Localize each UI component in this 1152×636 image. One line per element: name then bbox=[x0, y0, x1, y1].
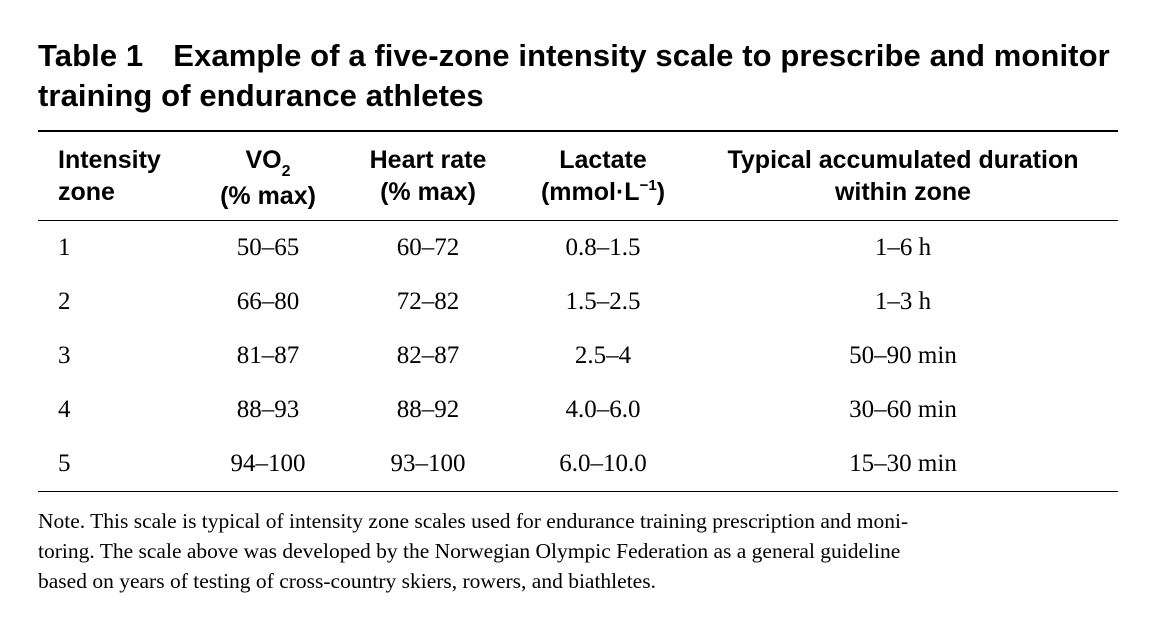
cell-zone: 1 bbox=[58, 234, 71, 261]
cell-lactate: 4.0–6.0 bbox=[565, 396, 641, 423]
header-row: Intensity zone VO2 (% max) Heart rate (%… bbox=[38, 132, 1118, 221]
top-rule bbox=[38, 130, 1118, 132]
note-line-1: Note. This scale is typical of intensity… bbox=[38, 509, 909, 533]
cell-vo2: 81–87 bbox=[236, 342, 300, 369]
table-row: 2 66–80 72–82 1.5–2.5 1–3 h bbox=[38, 275, 1118, 329]
cell-lactate: 6.0–10.0 bbox=[518, 437, 688, 492]
table-header: Intensity zone VO2 (% max) Heart rate (%… bbox=[38, 132, 1118, 221]
header-zone-line1: Intensity bbox=[58, 146, 161, 174]
cell-heart-rate: 72–82 bbox=[396, 288, 460, 315]
cell-heart-rate: 88–92 bbox=[396, 396, 460, 423]
header-duration-line2: within zone bbox=[834, 178, 972, 206]
header-vo2-main: VO bbox=[245, 146, 282, 174]
cell-duration: 50–90 min bbox=[849, 342, 957, 369]
table-label: Table 1 bbox=[38, 38, 144, 73]
header-lactate: Lactate (mmol·L−1) bbox=[518, 132, 688, 221]
header-lactate-unit-main: (mmol·L bbox=[540, 178, 640, 206]
cell-duration: 15–30 min bbox=[688, 437, 1118, 492]
cell-vo2: 94–100 bbox=[198, 437, 338, 492]
cell-duration: 30–60 min bbox=[849, 396, 957, 423]
table-title: Table 1 Example of a five-zone intensity … bbox=[38, 36, 1118, 116]
cell-zone: 5 bbox=[38, 437, 198, 492]
table-row: 3 81–87 82–87 2.5–4 50–90 min bbox=[38, 329, 1118, 383]
header-vo2: VO2 (% max) bbox=[198, 132, 338, 221]
header-duration-line1: Typical accumulated duration bbox=[727, 146, 1079, 174]
header-heart-rate: Heart rate (% max) bbox=[338, 132, 518, 221]
cell-lactate: 1.5–2.5 bbox=[565, 288, 641, 315]
header-vo2-subscript: 2 bbox=[281, 163, 291, 180]
cell-lactate: 0.8–1.5 bbox=[565, 234, 641, 261]
note-line-2: toring. The scale above was developed by… bbox=[38, 539, 901, 563]
cell-vo2: 66–80 bbox=[236, 288, 300, 315]
cell-zone: 2 bbox=[58, 288, 71, 315]
header-lactate-superscript: −1 bbox=[639, 177, 657, 194]
table-body: 1 50–65 60–72 0.8–1.5 1–6 h 2 66–80 72–8… bbox=[38, 221, 1118, 492]
note-line-3: based on years of testing of cross-count… bbox=[38, 569, 656, 593]
cell-vo2: 50–65 bbox=[236, 234, 300, 261]
cell-heart-rate: 93–100 bbox=[338, 437, 518, 492]
table-figure: Table 1 Example of a five-zone intensity … bbox=[38, 36, 1118, 596]
header-hr-unit: (% max) bbox=[380, 178, 476, 206]
cell-lactate: 2.5–4 bbox=[574, 342, 632, 369]
cell-duration: 1–6 h bbox=[874, 234, 932, 261]
table-caption: Example of a five-zone intensity scale t… bbox=[38, 38, 1110, 113]
cell-vo2: 88–93 bbox=[236, 396, 300, 423]
header-lactate-unit-end: ) bbox=[656, 178, 666, 206]
header-lactate-line1: Lactate bbox=[559, 146, 647, 174]
table-row: 4 88–93 88–92 4.0–6.0 30–60 min bbox=[38, 383, 1118, 437]
cell-heart-rate: 60–72 bbox=[396, 234, 460, 261]
table-row: 1 50–65 60–72 0.8–1.5 1–6 h bbox=[38, 221, 1118, 276]
header-intensity-zone: Intensity zone bbox=[38, 132, 198, 221]
header-zone-line2: zone bbox=[58, 178, 115, 206]
header-hr-line1: Heart rate bbox=[369, 146, 487, 174]
cell-duration: 1–3 h bbox=[874, 288, 932, 315]
cell-zone: 3 bbox=[58, 342, 71, 369]
intensity-zone-table: Intensity zone VO2 (% max) Heart rate (%… bbox=[38, 132, 1118, 492]
table-note: Note. This scale is typical of intensity… bbox=[38, 506, 1118, 596]
table-row: 5 94–100 93–100 6.0–10.0 15–30 min bbox=[38, 437, 1118, 492]
header-vo2-unit: (% max) bbox=[220, 182, 316, 210]
cell-heart-rate: 82–87 bbox=[396, 342, 460, 369]
header-duration: Typical accumulated duration within zone bbox=[688, 132, 1118, 221]
cell-zone: 4 bbox=[58, 396, 71, 423]
